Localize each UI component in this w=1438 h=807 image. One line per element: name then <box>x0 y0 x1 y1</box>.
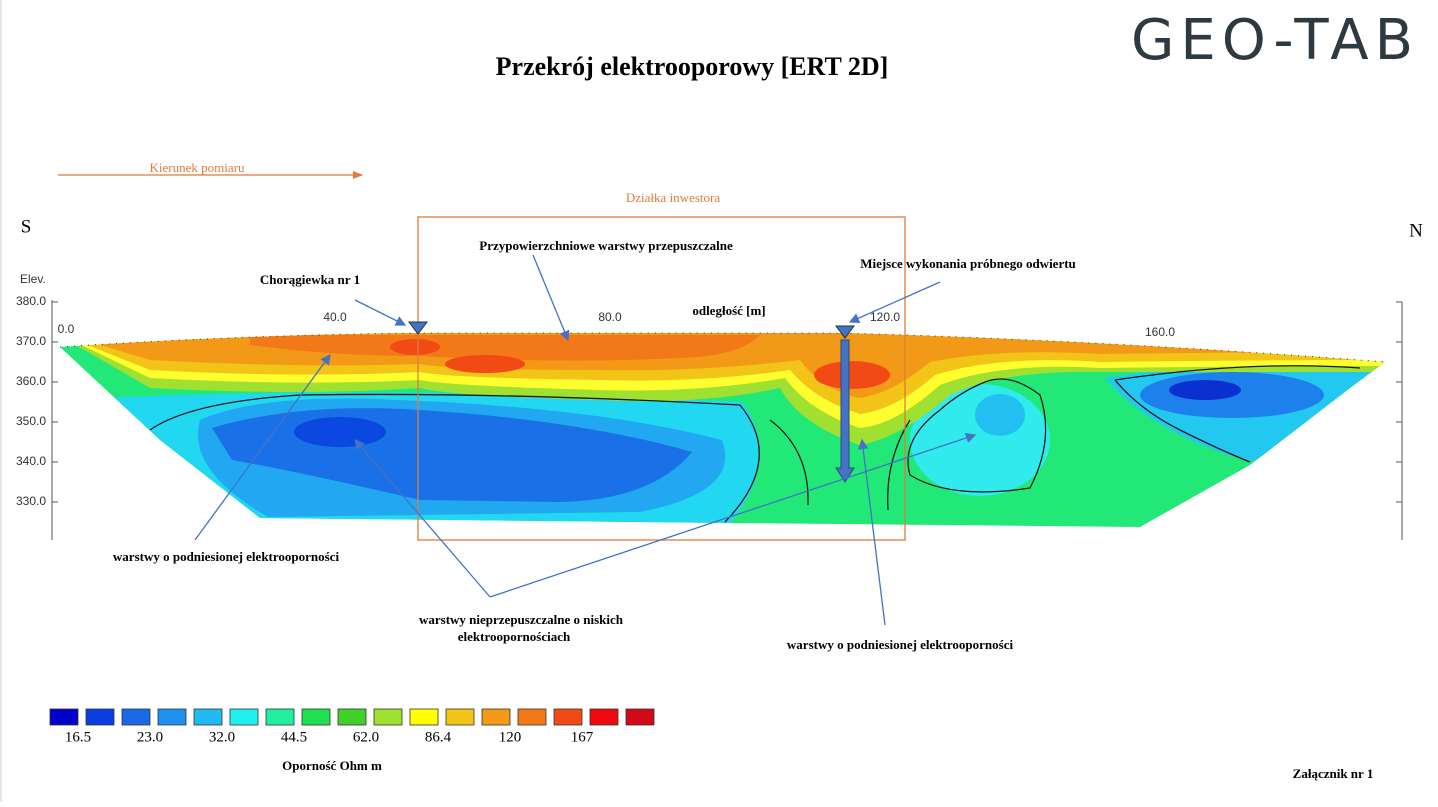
legend-swatch <box>373 708 403 726</box>
resistivity-section <box>60 333 1385 527</box>
legend-label: 167 <box>571 729 594 745</box>
annotation: Miejsce wykonania próbnego odwiertu <box>860 256 1076 271</box>
legend-label: 62.0 <box>353 729 379 745</box>
legend-label: 32.0 <box>209 729 235 745</box>
annotation: Chorągiewka nr 1 <box>260 272 360 287</box>
attachment: Załącznik nr 1 <box>1293 766 1374 781</box>
distance-label: odległość [m] <box>692 303 765 318</box>
title: Przekrój elektrooporowy [ERT 2D] <box>496 52 889 81</box>
legend-swatch <box>157 708 187 726</box>
annotation-line <box>857 438 886 626</box>
elev-tick-label: 370.0 <box>16 334 46 348</box>
legend-swatch <box>553 708 583 726</box>
distance-tick-label: 80.0 <box>598 310 622 324</box>
legend-swatch <box>121 708 151 726</box>
distance-tick-label: 40.0 <box>323 310 347 324</box>
legend-label: 86.4 <box>425 729 452 745</box>
legend-swatch <box>337 708 367 726</box>
elev-label: Elev. <box>20 272 46 286</box>
elev-tick-label: 330.0 <box>16 494 46 508</box>
legend-swatch <box>301 708 331 726</box>
elev-tick-label: 340.0 <box>16 454 46 468</box>
legend-swatch <box>49 708 79 726</box>
legend-title: Oporność Ohm m <box>282 758 382 773</box>
logo: GEO-TAB <box>1131 8 1419 73</box>
borehole-marker <box>835 325 855 339</box>
annotation: warstwy o podniesionej elektrooporności <box>113 549 340 564</box>
elev-tick-label: 360.0 <box>16 374 46 388</box>
elev-tick-label: 380.0 <box>16 294 46 308</box>
legend-label: 16.5 <box>65 729 91 745</box>
plot-area-label: Działka inwestora <box>626 190 720 205</box>
elev-tick-label: 350.0 <box>16 414 46 428</box>
flag-marker <box>408 321 428 335</box>
direction-label: Kierunek pomiaru <box>150 160 245 175</box>
legend-swatch <box>409 708 439 726</box>
annotation-line <box>194 353 331 541</box>
south-label: S <box>21 216 32 237</box>
legend-swatch <box>589 708 619 726</box>
annotation: Przypowierzchniowe warstwy przepuszczaln… <box>479 238 733 253</box>
legend-swatch <box>265 708 295 726</box>
distance-tick-label: 120.0 <box>870 310 900 324</box>
annotation: warstwy o podniesionej elektrooporności <box>787 637 1014 652</box>
annotation: elektrooporno­ściach <box>458 629 571 644</box>
distance-tick-label: 0.0 <box>58 322 75 336</box>
distance-tick-label: 160.0 <box>1145 325 1175 339</box>
legend-swatch <box>193 708 223 726</box>
legend-swatch <box>229 708 259 726</box>
legend-swatch <box>85 708 115 726</box>
legend-swatch <box>517 708 547 726</box>
annotation-line <box>354 439 491 598</box>
legend-label: 44.5 <box>281 729 307 745</box>
north-label: N <box>1409 220 1423 241</box>
annotation-line <box>489 432 977 598</box>
borehole-arrow <box>835 339 855 483</box>
legend-swatch <box>445 708 475 726</box>
annotation-line <box>532 254 570 342</box>
annotation-line <box>354 299 407 326</box>
legend-label: 23.0 <box>137 729 163 745</box>
legend-label: 120 <box>499 729 522 745</box>
legend-swatch <box>481 708 511 726</box>
annotation-line <box>848 281 941 324</box>
legend-swatch <box>625 708 655 726</box>
annotation: warstwy nieprzepuszczalne o niskich <box>419 612 624 627</box>
